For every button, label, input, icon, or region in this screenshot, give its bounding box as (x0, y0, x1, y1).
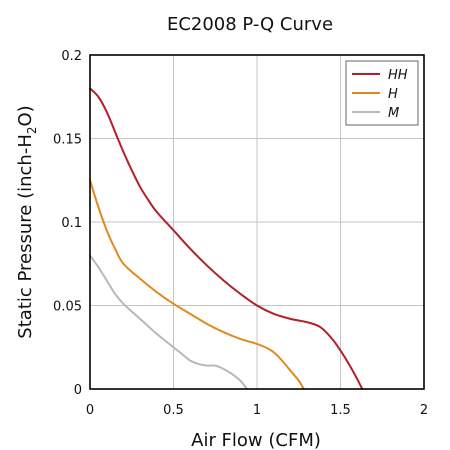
y-axis-title-end: O) (15, 105, 36, 126)
y-tick-label: 0.1 (61, 216, 82, 231)
x-tick-label: 1.5 (330, 403, 351, 418)
series-line-hh (89, 87, 364, 390)
y-tick-label: 0.2 (61, 49, 82, 64)
x-tick-label: 0 (86, 403, 94, 418)
y-axis-title: Static Pressure (inch-H2O) (15, 105, 39, 338)
series-layer (89, 87, 364, 390)
legend-label-hh: HH (388, 68, 408, 83)
x-tick-label: 2 (420, 403, 428, 418)
x-axis-title: Air Flow (CFM) (191, 430, 321, 450)
legend-label-h: H (388, 87, 398, 102)
y-tick-label: 0.15 (53, 133, 82, 148)
series-line-m (89, 254, 248, 390)
y-tick-label: 0.05 (53, 300, 82, 315)
chart-title: EC2008 P-Q Curve (167, 14, 333, 35)
plot-frame (89, 54, 425, 390)
tick-layer: 0 0.5 1 1.5 2 0 0.05 0.1 0.15 0.2 (53, 49, 428, 418)
series-line-h (89, 179, 305, 390)
y-tick-label: 0 (74, 383, 82, 398)
x-tick-label: 1 (253, 403, 261, 418)
x-tick-label: 0.5 (163, 403, 184, 418)
y-axis-title-main: Static Pressure (inch-H (15, 134, 36, 339)
y-axis-title-subscript: 2 (25, 127, 39, 135)
legend-label-m: M (388, 106, 399, 121)
